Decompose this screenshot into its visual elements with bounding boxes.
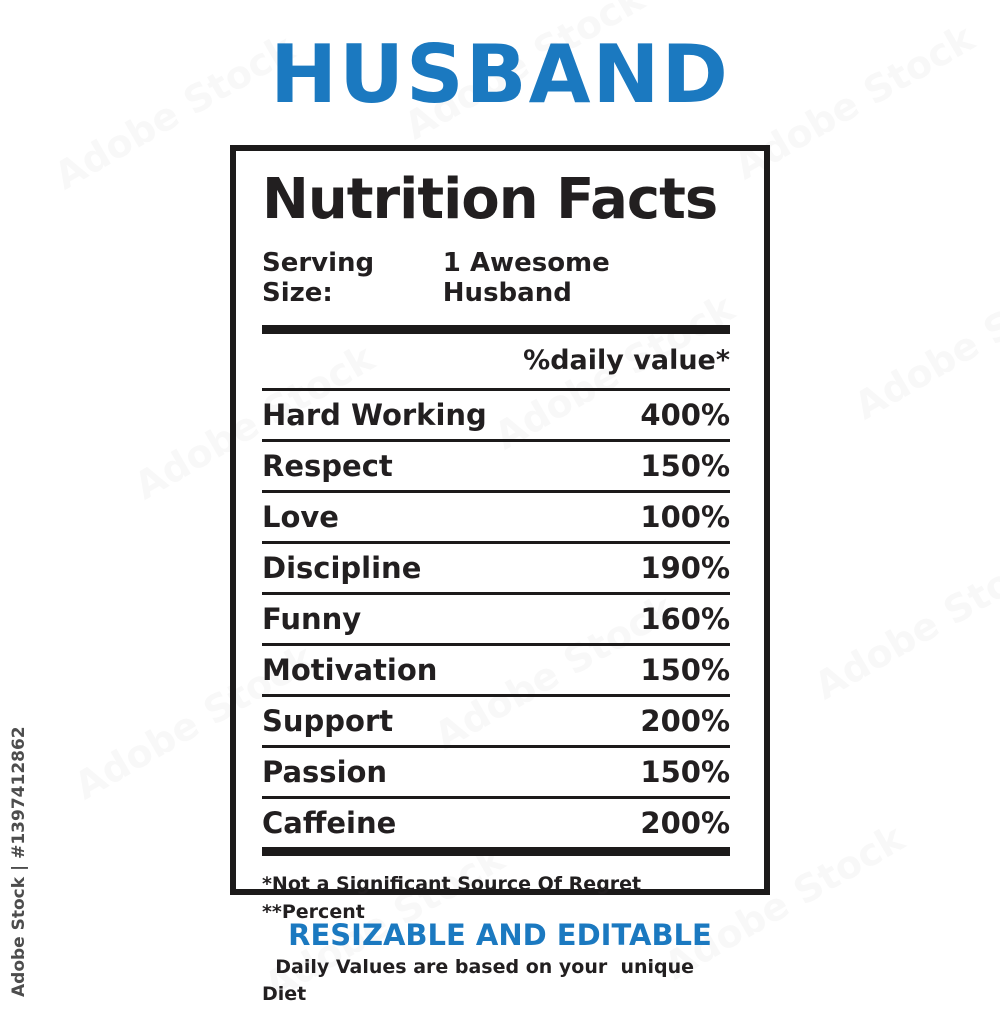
serving-size-row: Serving Size: 1 Awesome Husband [262, 248, 730, 308]
serving-size-label: Serving Size: [262, 248, 375, 308]
page-title: HUSBAND [270, 28, 730, 121]
nutrient-row-love: Love 100% [262, 490, 730, 541]
nutrient-row-hard-working: Hard Working 400% [262, 388, 730, 439]
nutrient-value: 150% [640, 449, 730, 483]
nutrient-row-respect: Respect 150% [262, 439, 730, 490]
nutrient-name: Caffeine [262, 806, 397, 840]
nutrient-row-motivation: Motivation 150% [262, 643, 730, 694]
nutrient-name: Funny [262, 602, 362, 636]
nutrient-value: 200% [640, 806, 730, 840]
nutrient-name: Respect [262, 449, 393, 483]
daily-value-header: %daily value* [523, 345, 730, 376]
watermark-tile: Adobe Stock [806, 535, 1000, 709]
serving-size-value: 1 Awesome Husband [442, 248, 610, 308]
footer-strapline: RESIZABLE AND EDITABLE [288, 918, 712, 952]
nutrient-name: Hard Working [262, 398, 487, 432]
watermark-tile: Adobe Stock [846, 255, 1000, 429]
nutrient-value: 100% [640, 500, 730, 534]
separator-thick-bottom [262, 847, 730, 856]
nutrient-name: Passion [262, 755, 388, 789]
nutrition-label-box: Nutrition Facts Serving Size: 1 Awesome … [230, 145, 770, 1005]
nutrient-value: 150% [640, 653, 730, 687]
nutrient-row-discipline: Discipline 190% [262, 541, 730, 592]
footnote-line-2: Daily Values are based on your unique Di… [262, 955, 701, 1006]
nutrient-row-support: Support 200% [262, 694, 730, 745]
stock-credit: Adobe Stock | #1397412862 [9, 726, 29, 997]
nutrient-name: Motivation [262, 653, 438, 687]
nutrient-name: Love [262, 500, 339, 534]
nutrition-facts-heading: Nutrition Facts [262, 167, 718, 232]
nutrient-value: 400% [640, 398, 730, 432]
nutrient-row-funny: Funny 160% [262, 592, 730, 643]
nutrient-rows: Hard Working 400% Respect 150% Love 100%… [262, 388, 730, 847]
nutrient-row-caffeine: Caffeine 200% [262, 796, 730, 847]
nutrient-value: 150% [640, 755, 730, 789]
nutrient-value: 190% [640, 551, 730, 585]
footnote-line-1: *Not a Significant Source Of Regret **Pe… [262, 873, 648, 923]
nutrient-row-passion: Passion 150% [262, 745, 730, 796]
nutrient-name: Support [262, 704, 394, 738]
nutrient-value: 160% [640, 602, 730, 636]
separator-thick-top [262, 325, 730, 334]
nutrient-value: 200% [640, 704, 730, 738]
nutrient-name: Discipline [262, 551, 422, 585]
